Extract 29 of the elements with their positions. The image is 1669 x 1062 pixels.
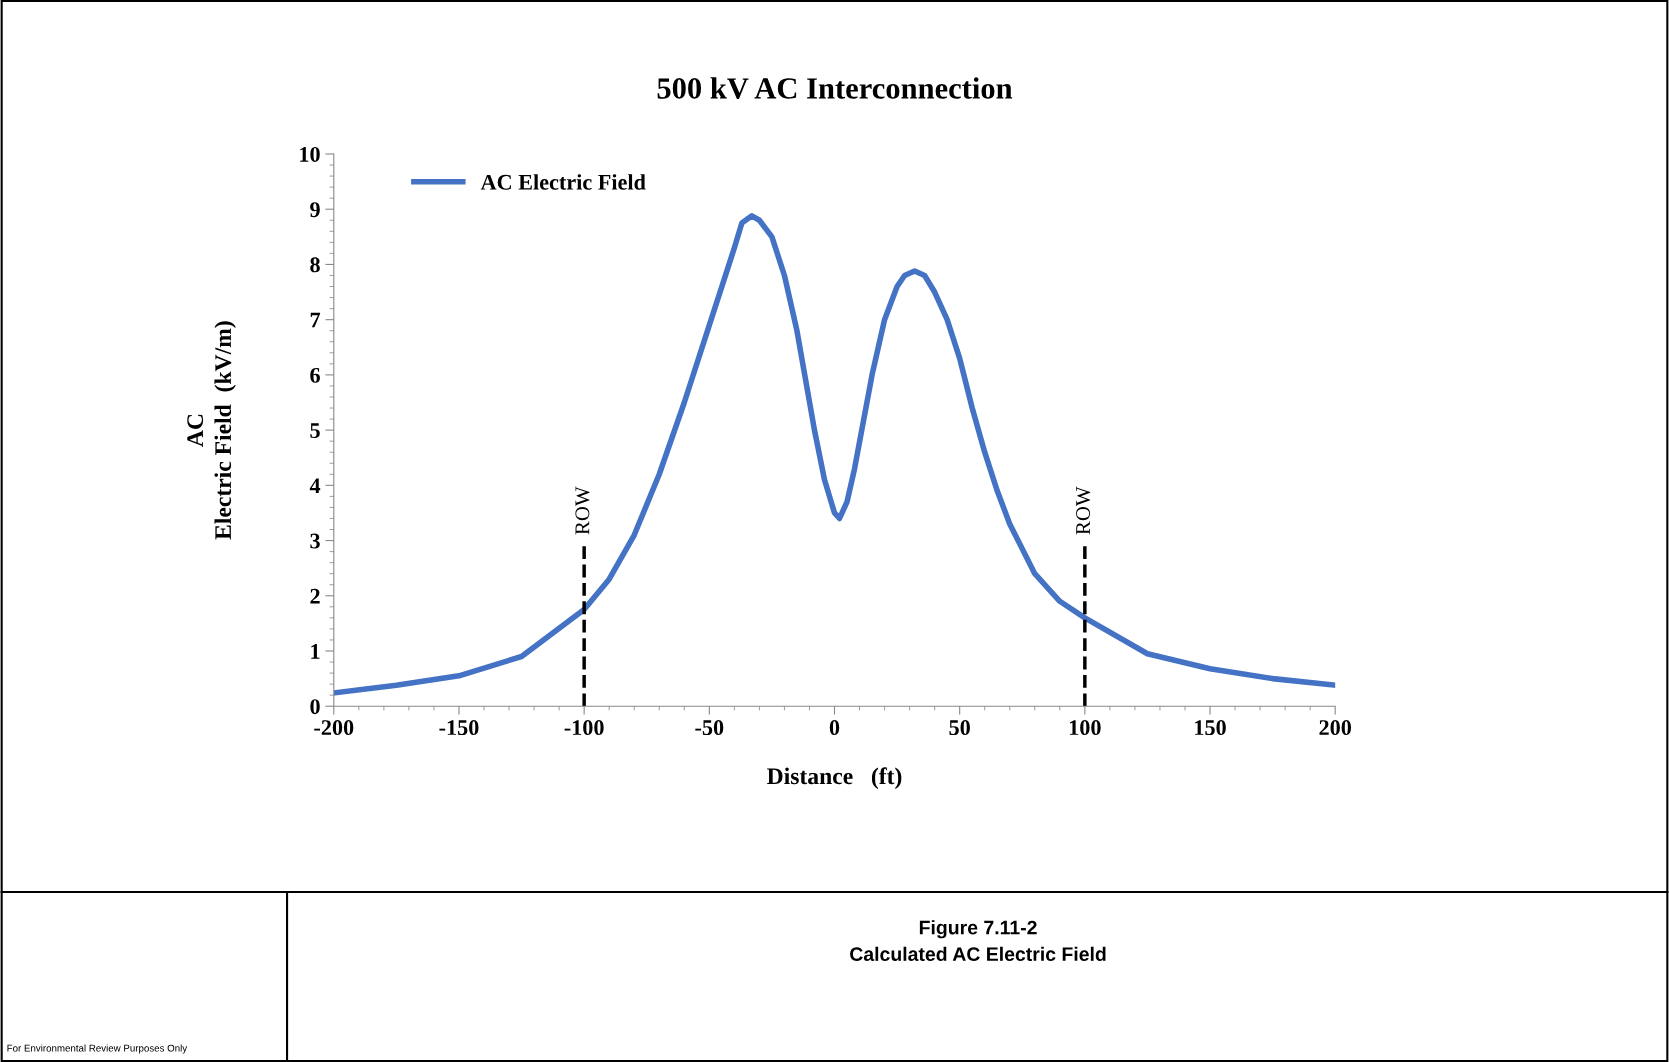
x-tick-label: 100 <box>1069 720 1101 736</box>
y-tick-label: 5 <box>310 423 320 439</box>
y-axis-title: AC Electric Field (kV/m) <box>187 321 236 540</box>
y-tick-label: 2 <box>310 588 320 604</box>
chart-title: 500 kV AC Interconnection <box>657 77 1013 99</box>
x-tick-label: 0 <box>829 720 840 736</box>
caption: Figure 7.11-2 <box>919 920 1037 939</box>
y-tick-label: 8 <box>310 257 320 273</box>
x-axis-title: Distance (ft) <box>767 767 902 790</box>
x-tick-label: -50 <box>695 720 724 736</box>
legend-label: AC Electric Field <box>480 174 646 190</box>
y-tick-label: 10 <box>300 146 320 162</box>
x-tick-label: -200 <box>314 720 354 736</box>
ref-line-label: ROW <box>1076 486 1091 535</box>
text: For Environmental Review Purposes Only <box>7 1044 188 1054</box>
x-tick-label: -100 <box>564 720 604 736</box>
x-tick-label: 150 <box>1195 720 1226 736</box>
y-tick-label: 7 <box>310 312 321 328</box>
y-tick-label: 3 <box>310 533 320 549</box>
y-tick-label: 0 <box>310 699 320 715</box>
x-tick-label: 200 <box>1319 720 1352 736</box>
x-tick-label: 50 <box>949 720 970 736</box>
y-tick-label: 4 <box>309 478 321 494</box>
y-tick-label: 6 <box>310 367 320 383</box>
y-tick-label: 1 <box>311 644 320 659</box>
x-tick-label: -150 <box>439 720 479 736</box>
text: Calculated AC Electric Field <box>850 946 1106 962</box>
y-tick-label: 9 <box>310 202 320 218</box>
ref-line-label: ROW <box>575 486 590 535</box>
